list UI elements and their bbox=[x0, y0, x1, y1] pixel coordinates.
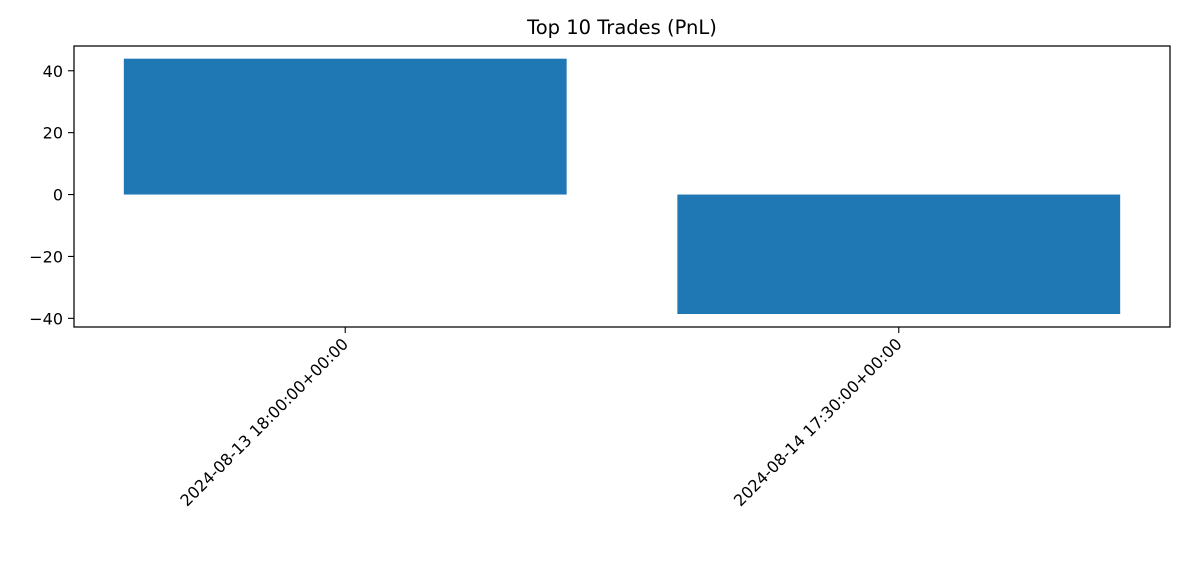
plot-area: −40 −20 0 20 40 2024-08-13 18:00:00+00:00 2024… bbox=[29, 45, 1171, 510]
x-tick-label: 2024-08-13 18:00:00+00:00 bbox=[176, 334, 352, 510]
bar-1 bbox=[123, 58, 567, 195]
y-tick-label: 20 bbox=[43, 124, 63, 143]
y-tick-label: 0 bbox=[53, 186, 63, 205]
bar-2 bbox=[677, 194, 1121, 315]
y-tick-label: −20 bbox=[29, 247, 63, 266]
x-tick-label: 2024-08-14 17:30:00+00:00 bbox=[730, 334, 906, 510]
y-tick-label: 40 bbox=[43, 62, 63, 81]
axes-frame bbox=[73, 45, 1171, 328]
y-tick-label: −40 bbox=[29, 309, 63, 328]
chart-title: Top 10 Trades (PnL) bbox=[526, 16, 717, 39]
